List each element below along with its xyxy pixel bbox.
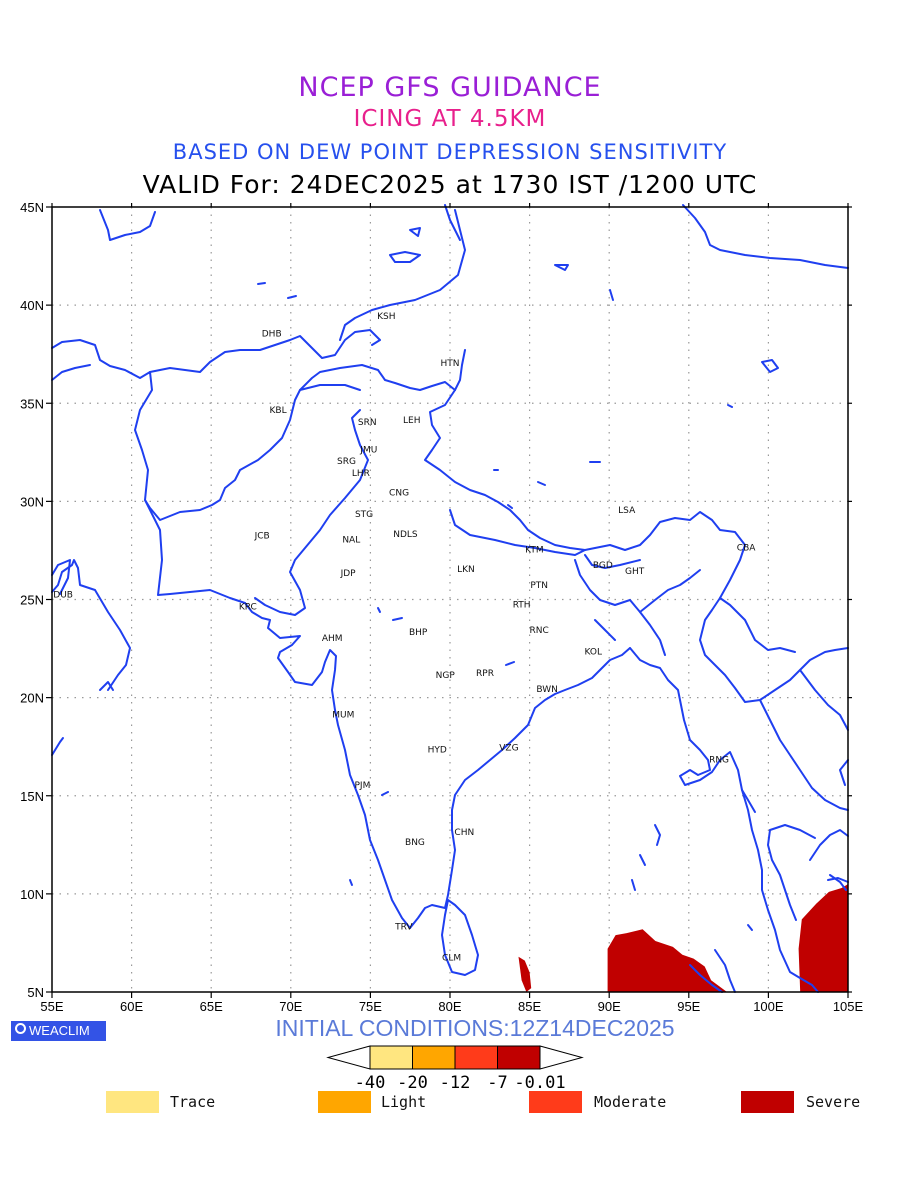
station-label-bhp: BHP	[409, 628, 428, 638]
colorbar-label: -0.01	[514, 1073, 565, 1093]
station-label-rng: RNG	[709, 755, 729, 765]
station-label-kol: KOL	[585, 648, 603, 658]
station-label-ngp: NGP	[436, 671, 456, 681]
station-label-mum: MUM	[332, 710, 354, 720]
station-label-srn: SRN	[358, 418, 377, 428]
lon-tick-label: 60E	[120, 999, 143, 1014]
legend-label-moderate: Moderate	[594, 1093, 667, 1111]
lon-tick-label: 100E	[753, 999, 784, 1014]
lat-tick-label: 5N	[27, 985, 44, 1000]
station-label-rnc: RNC	[530, 626, 549, 636]
station-label-cba: CBA	[737, 544, 756, 554]
legend-swatch-light	[318, 1091, 371, 1113]
lon-tick-label: 75E	[359, 999, 382, 1014]
station-label-srg: SRG	[337, 457, 356, 467]
lon-tick-label: 55E	[40, 999, 63, 1014]
colorbar-segment	[497, 1045, 541, 1070]
station-label-ksh: KSH	[377, 312, 395, 322]
station-label-krc: KRC	[239, 602, 257, 612]
lon-tick-label: 65E	[200, 999, 223, 1014]
station-label-dub: DUB	[53, 591, 73, 601]
lon-tick-label: 85E	[518, 999, 541, 1014]
lat-tick-label: 45N	[20, 200, 44, 215]
colorbar-segment	[369, 1045, 413, 1070]
brand-name: WEACLIM	[29, 1023, 90, 1038]
colorbar-label: -12	[440, 1073, 471, 1093]
station-label-clm: CLM	[442, 954, 461, 964]
severe-icing-area	[607, 929, 727, 992]
station-label-htn: HTN	[441, 359, 460, 369]
colorbar: -40 -20 -12 -7 -0.01	[326, 1045, 584, 1093]
station-label-jdp: JDP	[340, 569, 357, 579]
colorbar-right-arrow	[539, 1045, 584, 1070]
legend-label-trace: Trace	[170, 1093, 216, 1111]
lon-tick-label: 70E	[279, 999, 302, 1014]
severe-icing-area	[798, 884, 848, 992]
lat-tick-label: 10N	[20, 887, 44, 902]
map-subtitle-parameter: ICING AT 4.5KM	[353, 106, 547, 132]
station-label-ktm: KTM	[525, 545, 543, 555]
weaclim-logo: WEACLIM	[11, 1021, 106, 1041]
map-subtitle-method: BASED ON DEW POINT DEPRESSION SENSITIVIT…	[172, 140, 728, 164]
station-label-lsa: LSA	[618, 506, 636, 516]
colorbar-left-arrow	[326, 1045, 371, 1070]
station-label-kbl: KBL	[270, 406, 287, 416]
lon-tick-label: 90E	[598, 999, 621, 1014]
severe-icing-layer	[518, 884, 848, 992]
lat-tick-label: 30N	[20, 494, 44, 509]
initial-conditions-label: INITIAL CONDITIONS:12Z14DEC2025	[275, 1015, 675, 1041]
valid-time-label: VALID For: 24DEC2025 at 1730 IST /1200 U…	[142, 170, 758, 199]
legend-label-severe: Severe	[806, 1093, 861, 1111]
legend-swatch-severe	[741, 1091, 794, 1113]
station-label-ndls: NDLS	[393, 530, 418, 540]
lat-tick-label: 20N	[20, 691, 44, 706]
lat-tick-label: 25N	[20, 593, 44, 608]
station-label-bwn: BWN	[536, 685, 558, 695]
station-label-rth: RTH	[513, 600, 531, 610]
station-label-leh: LEH	[403, 416, 420, 426]
colorbar-segment	[454, 1045, 498, 1070]
map-title: NCEP GFS GUIDANCE	[298, 72, 602, 103]
coastlines-borders	[51, 204, 849, 993]
station-label-lhr: LHR	[352, 469, 370, 479]
logo-icon	[15, 1023, 26, 1034]
station-label-nal: NAL	[342, 536, 360, 546]
map-grid	[52, 207, 848, 992]
station-label-ght: GHT	[625, 567, 645, 577]
axis-labels: 55E 60E 65E 70E 75E 80E 85E 90E 95E 100E 105E 5N 10N…	[20, 200, 863, 1014]
station-label-hyd: HYD	[428, 746, 447, 756]
station-label-jmu: JMU	[359, 445, 377, 455]
station-label-bgd: BGD	[593, 561, 613, 571]
station-label-cng: CNG	[389, 489, 409, 499]
legend-swatch-moderate	[529, 1091, 582, 1113]
colorbar-segment	[412, 1045, 456, 1070]
station-label-vzg: VZG	[499, 744, 518, 754]
station-label-rpr: RPR	[476, 669, 494, 679]
station-label-stg: STG	[355, 510, 373, 520]
station-label-trv: TRV	[394, 922, 413, 932]
station-label-bng: BNG	[405, 838, 425, 848]
station-label-jcb: JCB	[254, 532, 270, 542]
colorbar-label: -7	[487, 1073, 507, 1093]
lat-tick-label: 15N	[20, 789, 44, 804]
lat-tick-label: 40N	[20, 298, 44, 313]
legend-swatch-trace	[106, 1091, 159, 1113]
legend-label-light: Light	[381, 1093, 427, 1111]
lon-tick-label: 105E	[833, 999, 864, 1014]
station-label-dhb: DHB	[262, 330, 282, 340]
lon-tick-label: 95E	[677, 999, 700, 1014]
station-label-ahm: AHM	[322, 634, 343, 644]
lat-tick-label: 35N	[20, 396, 44, 411]
colorbar-label: -20	[397, 1073, 428, 1093]
lon-tick-label: 80E	[438, 999, 461, 1014]
severe-icing-area	[518, 956, 532, 992]
station-label-chn: CHN	[454, 828, 474, 838]
station-label-ptn: PTN	[530, 581, 548, 591]
colorbar-label: -40	[355, 1073, 386, 1093]
map-frame	[46, 203, 852, 998]
station-label-pjm: PJM	[355, 781, 371, 791]
station-label-lkn: LKN	[457, 565, 475, 575]
